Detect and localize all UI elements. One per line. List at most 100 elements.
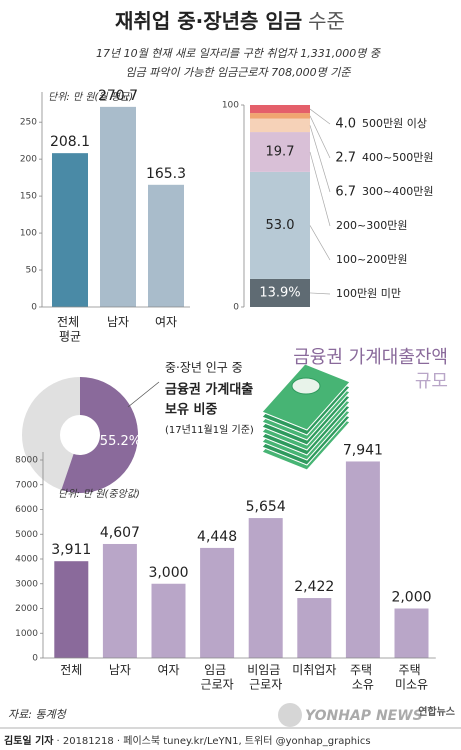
value-label: 4,448 <box>197 529 237 545</box>
y-tick-label: 2000 <box>15 604 38 614</box>
label-line: 여자 <box>157 663 179 677</box>
y-tick-label: 250 <box>20 118 37 128</box>
y-tick-label: 200 <box>20 155 37 165</box>
bar <box>52 153 88 307</box>
value-label: 165.3 <box>146 166 186 182</box>
value-label: 55.2% <box>100 434 141 449</box>
legend-label: 100~200만원 <box>336 253 407 266</box>
credit-info: · 20181218 · 페이스북 tuney.kr/LeYN1, 트위터 @y… <box>56 734 370 747</box>
y-axis-label: 단위: 만 원(월 평균) <box>48 91 133 103</box>
bar <box>102 543 137 658</box>
label-line: 근로자 <box>249 677 282 691</box>
connector <box>309 125 331 193</box>
y-tick-label: 7000 <box>15 480 38 490</box>
bar <box>151 583 186 658</box>
chart-subtitle: 규모 <box>415 371 448 392</box>
legend-label: 400~500만원 <box>362 151 433 164</box>
logo-ko: 연합뉴스 <box>418 705 455 718</box>
y-tick-label: 50 <box>26 266 38 276</box>
bar-segment <box>250 171 310 279</box>
logo-en: YONHAP NEWS <box>305 708 423 724</box>
bar <box>248 518 283 658</box>
label-line: 주택 <box>350 663 376 677</box>
value-label: 4.0 <box>335 117 356 132</box>
bar-segment <box>250 278 310 307</box>
x-tick-label: 남자 <box>107 315 129 329</box>
y-tick-label: 1000 <box>15 629 38 639</box>
value-label: 2,422 <box>294 579 334 595</box>
x-tick-label: 비임금 근로자 <box>247 663 284 691</box>
credit: 김토일 기자 · 20181218 · 페이스북 tuney.kr/LeYN1, … <box>4 734 371 747</box>
title-main: 재취업 중·장년층 임금 <box>115 9 302 33</box>
donut-note: (17년11월1일 기준) <box>165 424 254 436</box>
legend-label: 500만원 이상 <box>362 117 427 130</box>
donut-slice <box>61 377 138 493</box>
value-label: 5,654 <box>246 499 286 515</box>
value-label: 4,607 <box>100 525 140 541</box>
donut-title: 금융권 가계대출 <box>165 382 253 398</box>
y-tick-label: 100 <box>20 229 37 239</box>
label-line: 미취업자 <box>292 663 336 677</box>
label-line: 비임금 <box>247 663 284 677</box>
y-tick-label: 150 <box>20 192 37 202</box>
bar <box>200 547 235 658</box>
y-tick-label: 100 <box>222 101 239 111</box>
value-label: 7,941 <box>343 442 383 458</box>
legend-label: 300~400만원 <box>362 185 433 198</box>
label-line: 남자 <box>109 663 131 677</box>
value-label: 13.9% <box>259 285 300 300</box>
value-label: 270.7 <box>98 88 138 104</box>
y-tick-label: 3000 <box>15 579 38 589</box>
connector <box>309 108 331 125</box>
x-tick-label: 전체 평균 <box>57 315 83 343</box>
y-tick-label: 8000 <box>15 456 38 466</box>
x-tick-label: 주택 미소유 <box>395 663 428 691</box>
value-label: 2.7 <box>335 151 356 166</box>
value-label: 19.7 <box>266 144 295 159</box>
bill-band <box>291 377 321 395</box>
value-label: 53.0 <box>266 218 295 233</box>
bar <box>54 561 89 658</box>
bar <box>148 184 184 307</box>
label-line: 소유 <box>352 677 374 691</box>
x-tick-label: 주택 소유 <box>350 663 376 691</box>
bar <box>297 598 332 658</box>
label-line: 평균 <box>59 329 81 343</box>
donut-title: 보유 비중 <box>165 403 217 418</box>
y-tick-label: 0 <box>233 303 239 313</box>
y-tick-label: 5000 <box>15 530 38 540</box>
value-label: 2,000 <box>391 590 431 606</box>
value-label: 208.1 <box>50 134 90 150</box>
y-tick-label: 0 <box>32 654 38 664</box>
value-label: 3,000 <box>148 565 188 581</box>
bar <box>100 106 136 307</box>
label-line: 여자 <box>155 315 177 329</box>
label-line: 근로자 <box>201 677 234 691</box>
label-line: 미소유 <box>395 677 428 691</box>
connector <box>309 151 331 227</box>
label-line: 남자 <box>107 315 129 329</box>
bar-segment <box>250 113 310 119</box>
label-line: 임금 <box>204 663 230 677</box>
title-light: 수준 <box>308 9 345 33</box>
legend-label: 100만원 미만 <box>336 287 401 300</box>
bar-segment <box>250 132 310 172</box>
label-line: 전체 <box>60 663 82 677</box>
title: 재취업 중·장년층 임금 수준 <box>115 9 345 33</box>
bar-segment <box>250 118 310 133</box>
label-line: 전체 <box>57 315 83 329</box>
reporter: 김토일 기자 <box>4 734 54 747</box>
subtitle: 17년 10월 현재 새로 일자리를 구한 취업자 1,331,000명 중 <box>96 47 381 60</box>
pointer <box>127 381 160 408</box>
value-label: 3,911 <box>51 542 91 558</box>
legend-label: 200~300만원 <box>336 219 407 232</box>
money-icon <box>261 363 351 471</box>
bill <box>261 363 351 431</box>
bar <box>345 461 380 658</box>
logo-mark <box>278 703 302 727</box>
bar <box>394 608 429 658</box>
x-tick-label: 여자 <box>155 315 177 329</box>
x-tick-label: 임금 근로자 <box>201 663 234 691</box>
